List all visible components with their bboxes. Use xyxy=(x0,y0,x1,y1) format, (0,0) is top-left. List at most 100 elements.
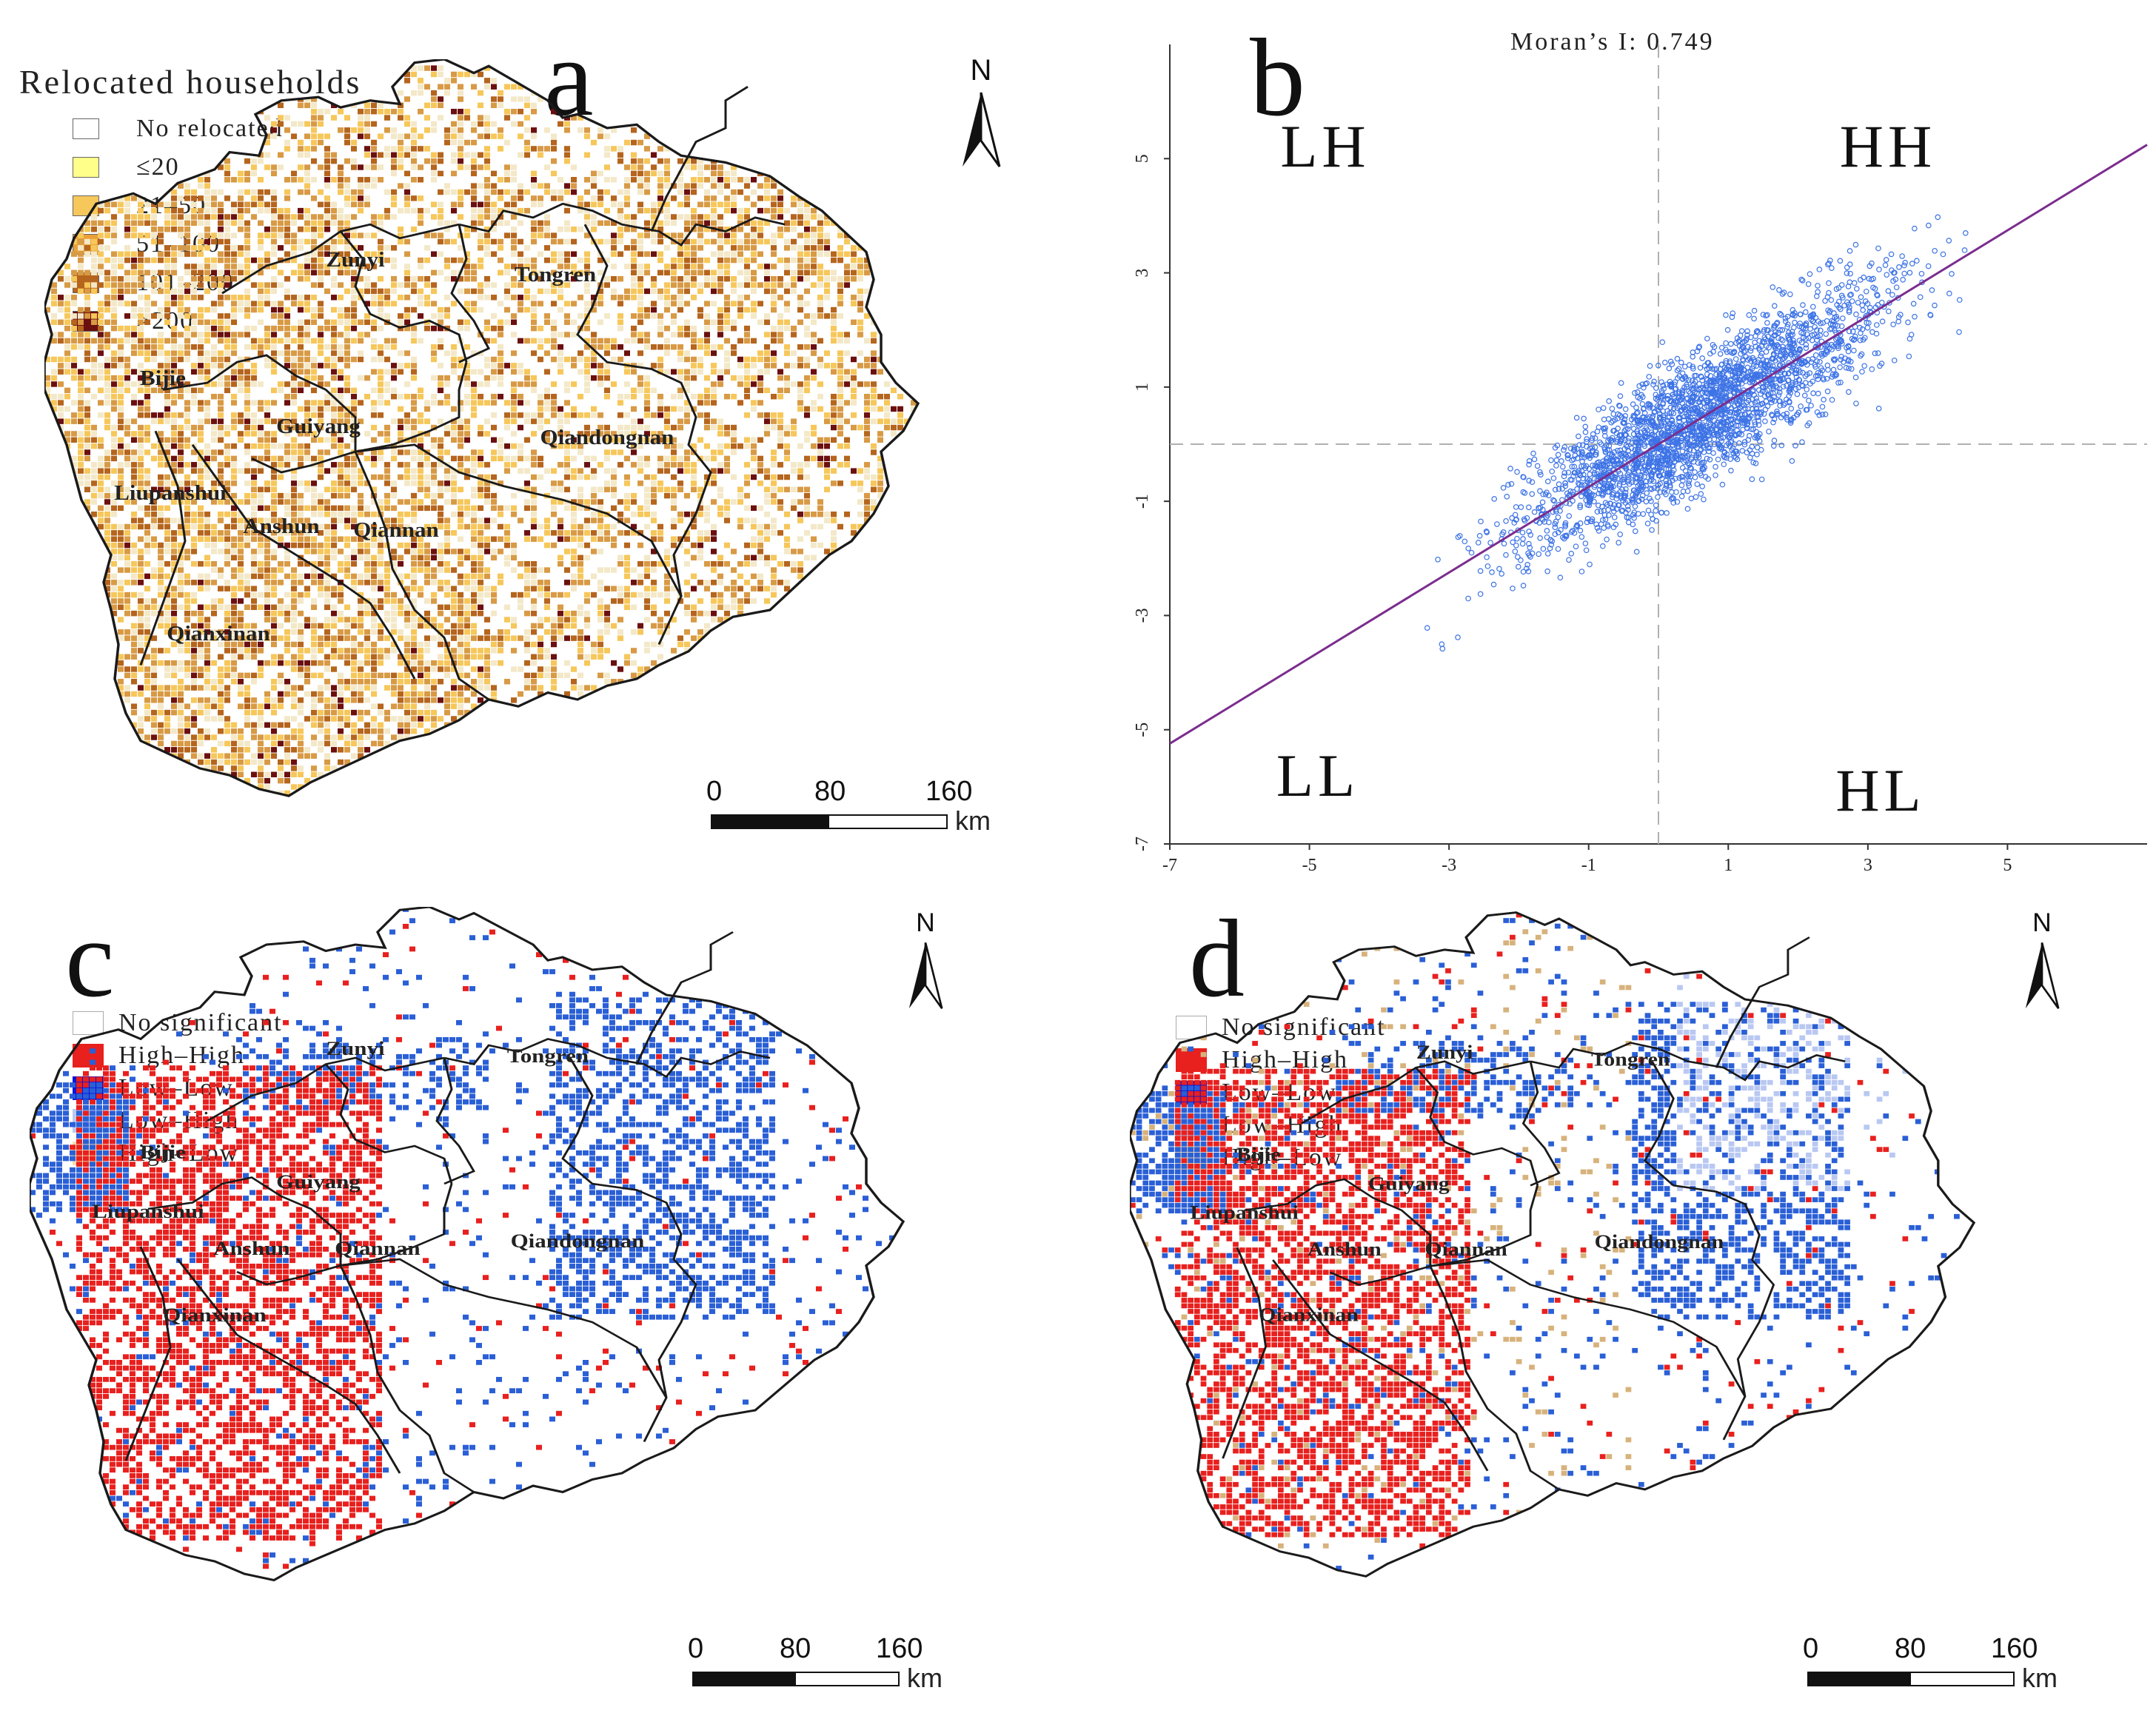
map-cell xyxy=(331,275,337,282)
map-cell xyxy=(304,295,310,301)
map-cell xyxy=(484,338,490,344)
map-cell xyxy=(284,560,290,567)
map-cell xyxy=(797,381,803,387)
map-cell xyxy=(98,468,104,474)
map-cell xyxy=(171,468,177,474)
map-cell xyxy=(384,257,390,264)
map-cell xyxy=(298,455,304,462)
map-cell xyxy=(184,220,190,227)
map-cell xyxy=(111,214,117,220)
map-cell xyxy=(551,480,557,486)
map-cell xyxy=(538,567,543,573)
map-cell xyxy=(464,512,470,517)
map-cell xyxy=(284,449,290,455)
map-cell xyxy=(91,369,97,375)
map-cell xyxy=(684,400,690,406)
map-cell xyxy=(111,549,117,554)
map-cell xyxy=(231,338,237,344)
map-cell xyxy=(671,517,677,523)
map-cell xyxy=(338,449,344,455)
map-cell xyxy=(637,319,643,325)
map-cell xyxy=(757,264,763,269)
map-cell xyxy=(84,238,90,245)
map-cell xyxy=(664,344,670,350)
map-cell xyxy=(671,183,677,189)
map-cell xyxy=(444,536,450,542)
map-cell xyxy=(371,183,377,189)
map-cell xyxy=(398,90,404,96)
map-cell xyxy=(857,257,863,264)
map-cell xyxy=(518,257,523,264)
map-cell xyxy=(311,220,317,227)
map-cell xyxy=(531,133,537,139)
map-cell xyxy=(304,146,310,152)
map-cell xyxy=(378,177,384,183)
legend-item: No relocated xyxy=(73,110,284,148)
map-cell xyxy=(164,387,170,394)
map-cell xyxy=(717,282,723,288)
map-cell xyxy=(757,375,763,381)
map-cell xyxy=(331,344,337,350)
map-cell xyxy=(418,164,424,170)
map-cell xyxy=(311,375,317,381)
map-cell xyxy=(471,264,477,269)
map-cell xyxy=(231,418,237,424)
map-cell xyxy=(391,338,397,344)
map-cell xyxy=(251,400,257,406)
map-cell xyxy=(298,275,304,282)
map-cell xyxy=(84,505,90,512)
map-cell xyxy=(418,313,424,319)
map-cell xyxy=(631,269,637,276)
map-cell xyxy=(797,264,803,269)
map-cell xyxy=(538,146,543,152)
map-cell xyxy=(491,313,497,319)
map-cell xyxy=(324,319,330,325)
map-cell xyxy=(291,232,297,238)
map-cell xyxy=(331,158,337,164)
map-cell xyxy=(198,512,204,517)
map-cell xyxy=(364,431,370,437)
map-cell xyxy=(677,468,683,474)
map-cell xyxy=(78,418,84,424)
map-cell xyxy=(657,313,663,319)
map-cell xyxy=(617,214,623,220)
map-cell xyxy=(544,400,550,406)
map-cell xyxy=(244,536,250,542)
map-cell xyxy=(471,530,477,536)
map-cell xyxy=(631,295,637,301)
map-cell xyxy=(644,288,650,295)
map-cell xyxy=(164,406,170,412)
map-cell xyxy=(178,387,184,394)
map-cell xyxy=(404,189,410,195)
map-cell xyxy=(284,127,290,133)
map-cell xyxy=(124,530,130,536)
map-cell xyxy=(518,573,523,580)
map-cell xyxy=(304,381,310,387)
map-cell xyxy=(144,356,150,363)
map-cell xyxy=(291,295,297,301)
map-cell xyxy=(744,542,750,549)
map-cell xyxy=(538,96,543,102)
map-cell xyxy=(178,580,184,586)
map-cell xyxy=(104,332,110,338)
map-cell xyxy=(311,158,317,164)
map-cell xyxy=(631,424,637,431)
map-cell xyxy=(158,462,164,468)
map-cell xyxy=(71,295,77,301)
map-cell xyxy=(358,189,364,195)
map-cell xyxy=(504,468,510,474)
map-cell xyxy=(804,201,810,207)
map-cell xyxy=(318,462,324,468)
map-cell xyxy=(284,542,290,549)
map-cell xyxy=(198,238,204,245)
map-cell xyxy=(391,344,397,350)
map-cell xyxy=(837,282,843,288)
map-cell xyxy=(611,449,617,455)
map-cell xyxy=(358,492,364,499)
map-cell xyxy=(631,418,637,424)
map-cell xyxy=(398,554,404,561)
map-cell xyxy=(544,523,550,530)
map-cell xyxy=(118,530,124,536)
map-cell xyxy=(391,387,397,394)
map-cell xyxy=(777,530,783,536)
